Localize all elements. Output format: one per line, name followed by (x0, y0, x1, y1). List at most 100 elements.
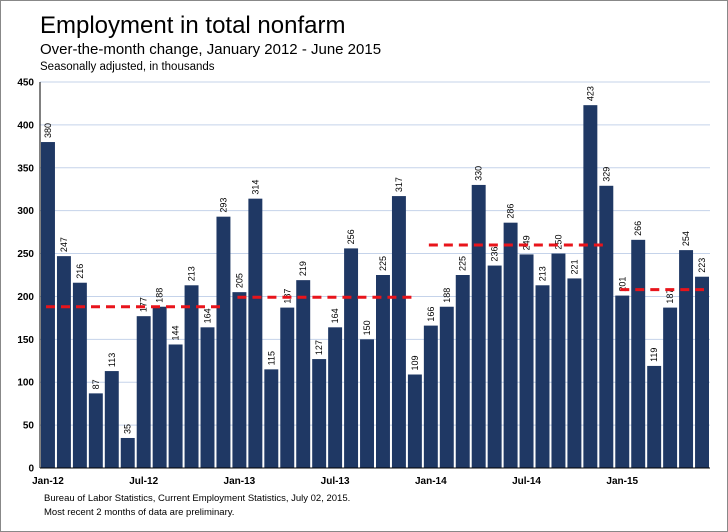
bar (248, 198, 263, 468)
value-label: 266 (633, 221, 643, 236)
bar (200, 327, 215, 468)
bar (535, 285, 550, 468)
value-label: 150 (362, 320, 372, 335)
y-tick-label: 50 (23, 421, 35, 432)
value-label: 127 (314, 340, 324, 355)
bar (551, 253, 566, 468)
x-tick-label: Jan-15 (606, 476, 638, 487)
value-label: 201 (617, 277, 627, 292)
bar (647, 365, 662, 468)
y-tick-label: 400 (17, 120, 34, 131)
bar (631, 239, 646, 468)
chart-note: Seasonally adjusted, in thousands (40, 61, 215, 73)
value-label: 87 (91, 379, 101, 389)
bar (360, 339, 374, 468)
value-label: 164 (330, 308, 340, 323)
bar (312, 359, 327, 468)
value-label: 187 (665, 289, 675, 304)
bar (296, 280, 311, 468)
bar (232, 292, 247, 468)
value-label: 236 (490, 247, 500, 262)
value-label: 247 (59, 237, 69, 252)
value-label: 213 (538, 266, 548, 281)
bar (471, 184, 486, 468)
bar (184, 285, 199, 468)
value-label: 188 (442, 288, 452, 303)
value-label: 119 (649, 348, 659, 362)
bar (503, 222, 518, 468)
bar (583, 105, 598, 468)
value-label: 35 (123, 424, 133, 434)
value-label: 423 (585, 86, 595, 101)
value-label: 314 (250, 180, 260, 195)
value-label: 109 (410, 355, 420, 370)
x-tick-label: Jul-14 (512, 476, 541, 487)
value-label: 225 (378, 256, 388, 271)
value-label: 223 (697, 258, 707, 273)
bar (136, 316, 151, 468)
value-label: 164 (203, 308, 213, 323)
bar (407, 374, 422, 468)
bar (679, 250, 694, 468)
value-label: 205 (234, 273, 244, 288)
value-label: 329 (601, 167, 611, 182)
value-label: 213 (187, 266, 197, 281)
value-label: 293 (218, 198, 228, 213)
y-tick-label: 250 (17, 249, 34, 260)
bar (41, 142, 55, 469)
bar (168, 344, 183, 468)
y-tick-label: 150 (17, 335, 34, 346)
value-label: 219 (298, 261, 308, 276)
value-label: 286 (506, 204, 516, 219)
bar (567, 278, 582, 468)
value-label: 221 (569, 259, 579, 274)
bar (391, 196, 406, 468)
chart-subtitle: Over-the-month change, January 2012 - Ju… (40, 41, 381, 58)
y-tick-label: 300 (17, 206, 34, 217)
value-label: 256 (346, 229, 356, 244)
bar (439, 306, 454, 468)
y-tick-label: 350 (17, 163, 34, 174)
bar (152, 306, 167, 468)
value-label: 188 (155, 288, 165, 303)
bar (72, 282, 87, 468)
bar (56, 256, 71, 468)
bar (487, 265, 502, 468)
y-tick-label: 100 (17, 378, 34, 389)
x-tick-label: Jan-14 (415, 476, 447, 487)
y-tick-label: 0 (28, 464, 34, 475)
value-label: 254 (681, 231, 691, 246)
y-tick-label: 450 (17, 78, 34, 89)
bar (216, 216, 231, 468)
bar (455, 275, 470, 468)
bar (104, 371, 119, 468)
x-tick-label: Jul-12 (129, 476, 158, 487)
bar (615, 295, 630, 468)
value-label: 144 (171, 325, 181, 340)
bar (663, 307, 678, 468)
value-label: 317 (394, 177, 404, 192)
value-label: 380 (43, 123, 53, 138)
x-tick-label: Jan-12 (32, 476, 64, 487)
x-tick-label: Jul-13 (321, 476, 350, 487)
value-label: 113 (107, 353, 117, 367)
value-label: 166 (426, 307, 436, 322)
bar (88, 393, 103, 468)
bar (264, 369, 279, 468)
bar (695, 276, 709, 468)
bar (423, 325, 438, 468)
value-label: 177 (139, 297, 149, 312)
value-label: 115 (266, 351, 276, 365)
value-label: 225 (458, 256, 468, 271)
bar (344, 248, 359, 468)
y-tick-label: 200 (17, 292, 34, 303)
bar (328, 327, 343, 468)
value-label: 216 (75, 264, 85, 279)
footnote: Most recent 2 months of data are prelimi… (44, 507, 234, 518)
bar (120, 437, 135, 468)
chart-title: Employment in total nonfarm (40, 12, 345, 39)
value-label: 250 (553, 235, 563, 250)
x-tick-label: Jan-13 (224, 476, 256, 487)
bar (599, 185, 614, 468)
